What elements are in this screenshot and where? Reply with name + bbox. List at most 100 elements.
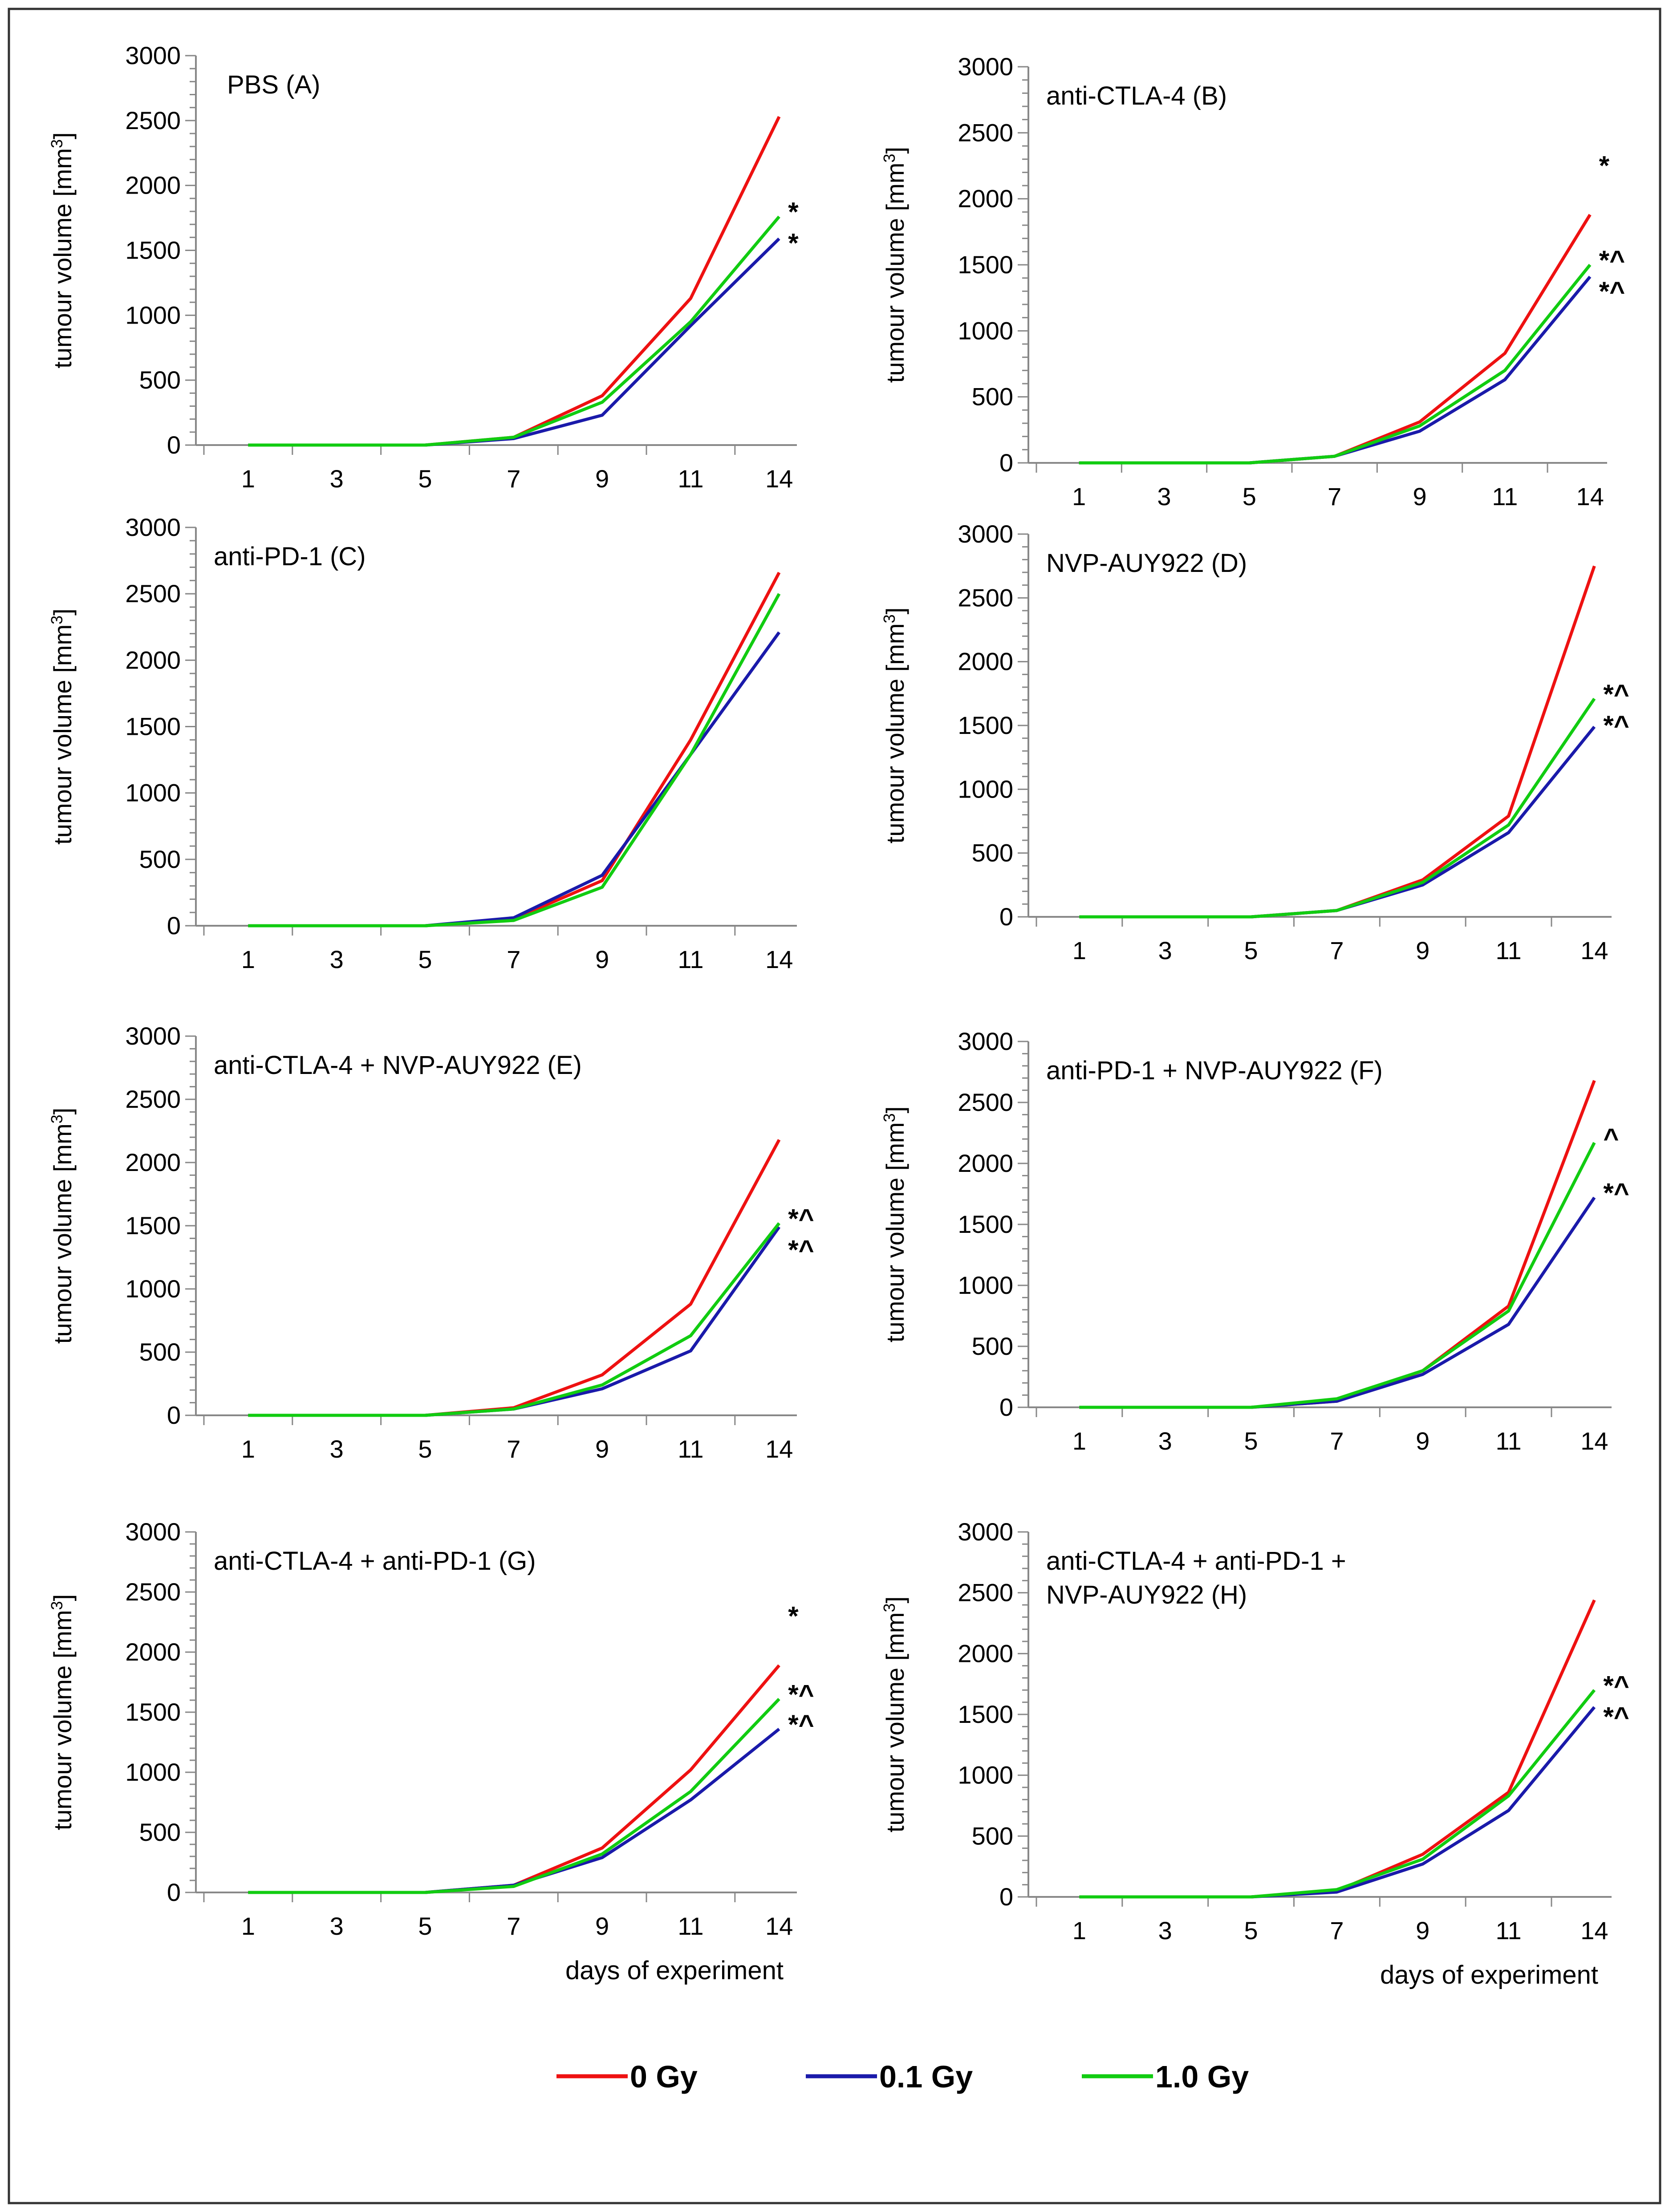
series-10gy-line — [248, 1222, 780, 1417]
y-tick-label: 2500 — [958, 1088, 1013, 1116]
significance-annotation: *^ — [788, 1203, 814, 1233]
x-tick-label: 14 — [765, 1435, 793, 1463]
x-tick-label: 14 — [765, 945, 793, 973]
series-10gy-line — [1079, 697, 1596, 919]
x-tick-label: 14 — [765, 1912, 793, 1940]
series-10gy-line — [248, 215, 780, 447]
y-tick-label: 2000 — [125, 1148, 181, 1176]
y-tick-label: 0 — [167, 1878, 181, 1906]
x-tick-label: 7 — [507, 1435, 520, 1463]
y-tick-label: 2000 — [125, 646, 181, 674]
y-tick-label: 2500 — [958, 1579, 1013, 1607]
y-tick-label: 0 — [167, 431, 181, 459]
y-axis-label-superscript: 3 — [48, 139, 66, 148]
x-tick-label: 14 — [1580, 1427, 1608, 1455]
x-tick-label: 3 — [330, 1912, 344, 1940]
y-axis-label-bracket: ] — [49, 132, 77, 139]
x-tick-label: 11 — [678, 1912, 703, 1940]
y-tick-label: 1000 — [125, 779, 181, 807]
panel-a: 0 500 1000 1500 2000 2500 3000 1 3 5 7 9 11 14 tumour … — [48, 41, 799, 493]
x-axis-label: days of experiment — [1380, 1961, 1598, 1989]
significance-annotation: *^ — [1599, 245, 1625, 275]
y-tick-label: 500 — [972, 383, 1013, 411]
y-axis-label-bracket: ] — [881, 147, 909, 154]
y-tick-label: 2500 — [125, 579, 181, 608]
x-tick-label: 1 — [241, 1435, 255, 1463]
y-tick-label: 1000 — [958, 316, 1013, 344]
panel-title-line: anti-CTLA-4 + anti-PD-1 + — [1046, 1547, 1346, 1576]
significance-annotation: *^ — [1603, 679, 1629, 709]
y-tick-label: 1000 — [125, 1758, 181, 1786]
x-tick-label: 5 — [1244, 936, 1258, 964]
significance-annotation: * — [1599, 150, 1610, 180]
x-tick-label: 3 — [1158, 1427, 1172, 1455]
y-tick-label: 2000 — [958, 1149, 1013, 1177]
y-tick-label: 500 — [139, 845, 181, 873]
x-tick-label: 5 — [418, 465, 432, 493]
x-tick-label: 9 — [1416, 936, 1429, 964]
panel-e: 0 500 1000 1500 2000 2500 3000 1 3 5 7 9 11 14 tumour … — [48, 1022, 814, 1463]
significance-annotation: *^ — [1603, 710, 1629, 740]
y-tick-label: 3000 — [958, 1518, 1013, 1546]
x-tick-label: 14 — [1580, 936, 1608, 964]
y-tick-label: 1500 — [958, 1210, 1013, 1238]
legend-label: 0.1 Gy — [879, 2059, 973, 2094]
x-tick-label: 9 — [595, 945, 609, 973]
y-tick-label: 2500 — [958, 118, 1013, 146]
x-tick-label: 14 — [765, 465, 793, 493]
x-tick-label: 9 — [595, 1912, 609, 1940]
y-tick-label: 1000 — [958, 1271, 1013, 1299]
x-tick-label: 5 — [1243, 482, 1256, 510]
y-axis-label: tumour volume [mm3] — [880, 608, 909, 843]
series-10gy-line — [1079, 1689, 1596, 1899]
y-tick-label: 1000 — [125, 1275, 181, 1303]
x-tick-label: 3 — [1157, 482, 1171, 510]
y-tick-label: 1500 — [958, 711, 1013, 739]
x-tick-label: 11 — [1496, 1916, 1522, 1945]
series-10gy-line — [1079, 1142, 1596, 1409]
significance-annotation: *^ — [788, 1679, 814, 1709]
panel-d: 0 500 1000 1500 2000 2500 3000 1 3 5 7 9 11 14 tumour … — [880, 520, 1629, 964]
significance-annotation: * — [788, 228, 799, 258]
y-tick-label: 2500 — [125, 1578, 181, 1606]
y-axis-label-bracket: ] — [881, 1596, 909, 1604]
x-tick-label: 11 — [678, 465, 703, 493]
x-tick-label: 11 — [1496, 936, 1522, 964]
significance-annotation: * — [788, 197, 799, 227]
x-tick-label: 3 — [1158, 936, 1172, 964]
significance-annotation: *^ — [1599, 276, 1625, 306]
panel-c: 0 500 1000 1500 2000 2500 3000 1 3 5 7 9 11 14 tumour … — [48, 513, 797, 973]
y-tick-label: 3000 — [125, 513, 181, 541]
y-axis-label: tumour volume [mm3] — [880, 147, 909, 383]
x-tick-label: 14 — [1576, 482, 1604, 510]
y-tick-label: 500 — [139, 1818, 181, 1846]
x-tick-label: 5 — [1244, 1427, 1258, 1455]
y-axis-label: tumour volume [mm3] — [48, 1594, 77, 1830]
x-tick-label: 5 — [418, 945, 432, 973]
y-axis-label-superscript: 3 — [880, 1113, 898, 1122]
y-tick-label: 1000 — [958, 1761, 1013, 1789]
x-tick-label: 7 — [507, 945, 520, 973]
panel-f: 0 500 1000 1500 2000 2500 3000 1 3 5 7 9 11 14 tumour … — [880, 1027, 1629, 1455]
y-tick-label: 2500 — [958, 583, 1013, 612]
significance-annotation: ^ — [1603, 1123, 1619, 1153]
y-axis-label-superscript: 3 — [880, 614, 898, 623]
panel-title-line: anti-CTLA-4 + anti-PD-1 (G) — [214, 1547, 536, 1576]
y-tick-label: 2000 — [958, 1639, 1013, 1667]
x-tick-label: 7 — [1328, 482, 1341, 510]
legend: 0 Gy 0.1 Gy 1.0 Gy — [556, 2059, 1249, 2094]
x-tick-label: 9 — [595, 465, 609, 493]
y-tick-label: 1500 — [125, 1698, 181, 1726]
legend-label: 0 Gy — [630, 2059, 698, 2094]
y-axis-label-superscript: 3 — [48, 1601, 66, 1610]
panel-h: 0 500 1000 1500 2000 2500 3000 1 3 5 7 9 11 14 tumour … — [880, 1518, 1629, 1989]
x-tick-label: 1 — [241, 1912, 255, 1940]
y-tick-label: 2500 — [125, 1085, 181, 1113]
panel-title-line: anti-CTLA-4 (B) — [1046, 81, 1227, 110]
x-tick-label: 5 — [418, 1912, 432, 1940]
y-tick-label: 3000 — [958, 520, 1013, 548]
panel-title: anti-CTLA-4 + anti-PD-1 (G) — [214, 1547, 536, 1576]
y-tick-label: 500 — [139, 366, 181, 394]
x-tick-label: 3 — [330, 945, 344, 973]
